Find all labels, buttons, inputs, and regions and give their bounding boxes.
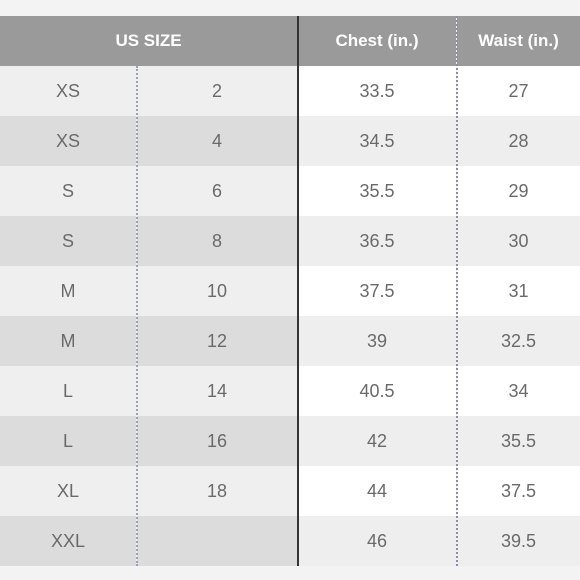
chest-cell: 37.5: [298, 266, 456, 316]
size-number-cell: 8: [137, 216, 297, 266]
waist-cell: 28: [457, 116, 580, 166]
waist-cell: 34: [457, 366, 580, 416]
waist-cell: 35.5: [457, 416, 580, 466]
chest-cell: 46: [298, 516, 456, 566]
size-number-cell: 14: [137, 366, 297, 416]
table-row: XL 18 44 37.5: [0, 466, 580, 516]
table-row: S 6 35.5 29: [0, 166, 580, 216]
size-letter-cell: S: [0, 166, 136, 216]
size-letter-cell: XS: [0, 66, 136, 116]
size-letter-cell: XL: [0, 466, 136, 516]
size-number-cell: 18: [137, 466, 297, 516]
column-divider-dotted: [136, 66, 138, 566]
table-row: XS 4 34.5 28: [0, 116, 580, 166]
waist-cell: 39.5: [457, 516, 580, 566]
size-number-cell: 10: [137, 266, 297, 316]
waist-cell: 27: [457, 66, 580, 116]
column-divider-solid: [297, 16, 299, 566]
header-waist: Waist (in.): [457, 16, 580, 66]
header-us-size: US SIZE: [0, 16, 297, 66]
waist-cell: 29: [457, 166, 580, 216]
column-divider-dotted: [456, 16, 458, 566]
chest-cell: 34.5: [298, 116, 456, 166]
table-row: XXL 46 39.5: [0, 516, 580, 566]
table-row: M 12 39 32.5: [0, 316, 580, 366]
waist-cell: 37.5: [457, 466, 580, 516]
size-number-cell: [137, 516, 297, 566]
size-letter-cell: M: [0, 316, 136, 366]
chest-cell: 44: [298, 466, 456, 516]
chest-cell: 40.5: [298, 366, 456, 416]
size-letter-cell: XS: [0, 116, 136, 166]
size-chart-table: US SIZE Chest (in.) Waist (in.) XS 2 33.…: [0, 16, 580, 566]
size-number-cell: 12: [137, 316, 297, 366]
size-number-cell: 4: [137, 116, 297, 166]
size-letter-cell: M: [0, 266, 136, 316]
size-letter-cell: S: [0, 216, 136, 266]
waist-cell: 31: [457, 266, 580, 316]
waist-cell: 32.5: [457, 316, 580, 366]
chest-cell: 33.5: [298, 66, 456, 116]
size-letter-cell: L: [0, 366, 136, 416]
size-letter-cell: XXL: [0, 516, 136, 566]
table-row: S 8 36.5 30: [0, 216, 580, 266]
header-chest: Chest (in.): [298, 16, 456, 66]
chest-cell: 39: [298, 316, 456, 366]
size-number-cell: 2: [137, 66, 297, 116]
size-letter-cell: L: [0, 416, 136, 466]
size-number-cell: 6: [137, 166, 297, 216]
table-row: M 10 37.5 31: [0, 266, 580, 316]
table-row: XS 2 33.5 27: [0, 66, 580, 116]
chest-cell: 35.5: [298, 166, 456, 216]
size-number-cell: 16: [137, 416, 297, 466]
waist-cell: 30: [457, 216, 580, 266]
table-row: L 14 40.5 34: [0, 366, 580, 416]
chest-cell: 42: [298, 416, 456, 466]
chest-cell: 36.5: [298, 216, 456, 266]
table-row: L 16 42 35.5: [0, 416, 580, 466]
